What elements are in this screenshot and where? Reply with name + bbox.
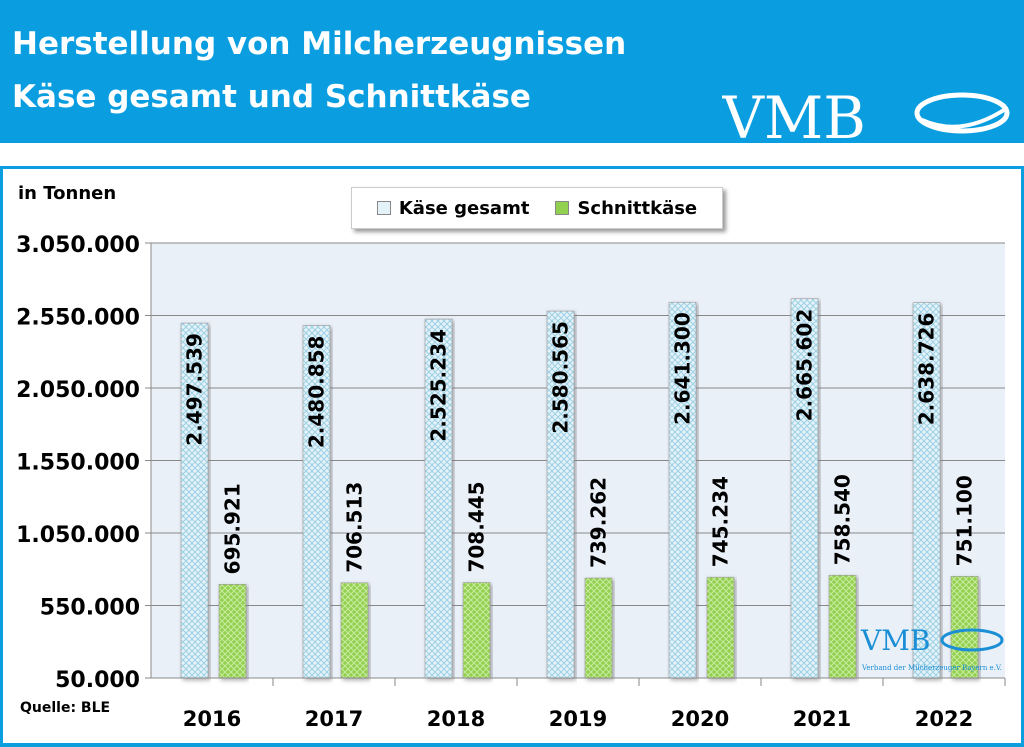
bar-schnittkaese [340, 582, 369, 679]
legend: Käse gesamt Schnittkäse [351, 187, 723, 229]
bar-kaese-gesamt [302, 325, 331, 679]
logo-text: VMB [722, 84, 866, 143]
x-tick-label: 2018 [427, 707, 485, 731]
data-label: 708.445 [465, 481, 489, 572]
bar-kaese-gesamt [790, 298, 819, 679]
data-label: 751.100 [953, 475, 977, 566]
data-label: 2.665.602 [793, 309, 817, 422]
bar-schnittkaese [218, 584, 247, 679]
watermark-logo-text: VMB [860, 624, 930, 657]
y-axis-unit: in Tonnen [18, 183, 117, 204]
x-tick-label: 2019 [549, 707, 607, 731]
y-tick-label: 2.550.000 [16, 306, 140, 331]
legend-item-schnittkaese: Schnittkäse [555, 198, 697, 219]
data-label: 2.497.539 [183, 333, 207, 446]
vmb-watermark: VMB Verband der Milcherzeuger Bayern e.V… [860, 624, 1004, 672]
header-banner: Herstellung von Milcherzeugnissen Käse g… [0, 0, 1024, 143]
title-line-2: Käse gesamt und Schnittkäse [12, 79, 531, 115]
bar-kaese-gesamt [912, 302, 941, 679]
legend-label: Käse gesamt [398, 197, 530, 219]
title-line-1: Herstellung von Milcherzeugnissen [12, 26, 627, 62]
data-label: 758.540 [831, 474, 855, 565]
bar-kaese-gesamt [546, 310, 575, 679]
y-tick-label: 550.000 [40, 596, 140, 621]
bar-kaese-gesamt [668, 301, 697, 679]
data-label: 745.234 [709, 476, 733, 567]
bar-schnittkaese [828, 574, 857, 679]
data-label: 2.480.858 [305, 336, 329, 449]
data-label: 2.641.300 [671, 312, 695, 425]
bar-kaese-gesamt [424, 318, 453, 679]
bar-kaese-gesamt [180, 322, 209, 679]
x-tick-label: 2021 [793, 707, 851, 731]
vmb-logo: VMB [722, 84, 1010, 143]
data-label: 2.638.726 [915, 313, 939, 426]
legend-swatch [555, 201, 570, 215]
data-label: 2.525.234 [427, 329, 451, 442]
watermark-subtext: Verband der Milcherzeuger Bayern e.V. [861, 664, 1002, 672]
legend-label: Schnittkäse [577, 197, 698, 219]
y-tick-label: 1.550.000 [16, 451, 140, 476]
x-tick-label: 2017 [305, 707, 363, 731]
bar-schnittkaese [584, 577, 613, 679]
x-tick-label: 2016 [183, 707, 241, 731]
y-tick-label: 3.050.000 [16, 233, 140, 258]
x-tick-label: 2022 [915, 707, 973, 731]
y-tick-label: 1.050.000 [16, 523, 140, 548]
data-label: 695.921 [221, 483, 245, 574]
data-label: 706.513 [343, 482, 367, 573]
bar-schnittkaese [706, 576, 735, 679]
legend-swatch [376, 201, 391, 215]
y-tick-label: 2.050.000 [16, 378, 140, 403]
bar-schnittkaese [950, 576, 979, 679]
y-tick-label: 50.000 [55, 668, 140, 693]
legend-item-kaese-gesamt: Käse gesamt [376, 197, 530, 219]
x-tick-label: 2020 [671, 707, 729, 731]
data-label: 739.262 [587, 477, 611, 568]
source-note: Quelle: BLE [20, 700, 111, 716]
data-label: 2.580.565 [549, 321, 573, 434]
bar-schnittkaese [462, 582, 491, 679]
